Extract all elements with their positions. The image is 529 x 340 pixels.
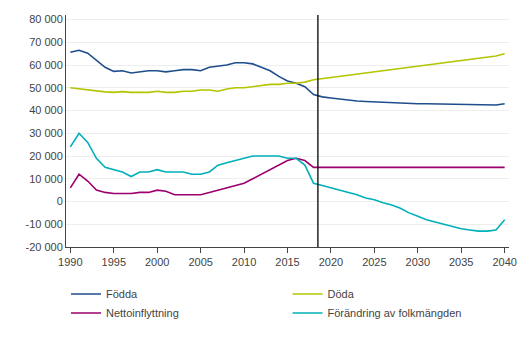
svg-text:Födda: Födda [106, 288, 138, 300]
svg-text:80 000: 80 000 [29, 13, 63, 25]
svg-text:1990: 1990 [58, 256, 82, 268]
svg-text:2005: 2005 [188, 256, 212, 268]
svg-text:2030: 2030 [406, 256, 430, 268]
svg-text:2010: 2010 [232, 256, 256, 268]
svg-text:2020: 2020 [319, 256, 343, 268]
svg-text:70 000: 70 000 [29, 36, 63, 48]
svg-text:1995: 1995 [102, 256, 126, 268]
svg-text:50 000: 50 000 [29, 82, 63, 94]
svg-text:Förändring av folkmängden: Förändring av folkmängden [328, 307, 462, 319]
svg-text:20 000: 20 000 [29, 150, 63, 162]
svg-text:Nettoinflyttning: Nettoinflyttning [106, 307, 179, 319]
svg-text:0: 0 [57, 195, 63, 207]
svg-text:2040: 2040 [492, 256, 516, 268]
svg-text:40 000: 40 000 [29, 104, 63, 116]
svg-text:2035: 2035 [449, 256, 473, 268]
svg-text:2015: 2015 [275, 256, 299, 268]
svg-text:30 000: 30 000 [29, 127, 63, 139]
svg-text:-10 000: -10 000 [25, 218, 62, 230]
svg-text:10 000: 10 000 [29, 173, 63, 185]
svg-text:2000: 2000 [145, 256, 169, 268]
svg-text:Döda: Döda [328, 288, 355, 300]
svg-text:60 000: 60 000 [29, 59, 63, 71]
svg-text:2025: 2025 [362, 256, 386, 268]
svg-text:-20 000: -20 000 [25, 241, 62, 253]
